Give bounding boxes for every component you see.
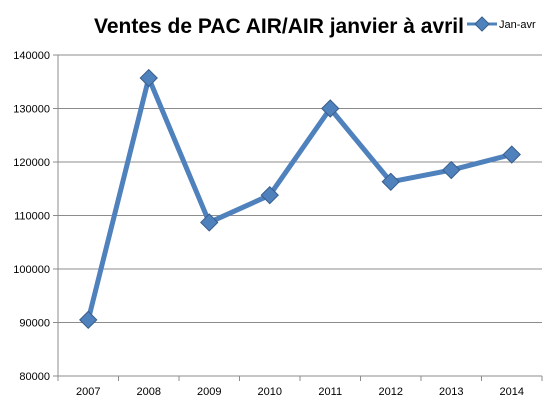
y-tick-label: 110000 — [14, 211, 50, 223]
y-tick-label: 80000 — [19, 371, 50, 383]
x-tick-label: 2008 — [137, 386, 161, 398]
x-tick-label: 2009 — [197, 386, 221, 398]
x-tick-label: 2014 — [500, 386, 524, 398]
legend-marker — [474, 16, 490, 32]
x-tick-label: 2013 — [439, 386, 463, 398]
data-point-marker — [139, 68, 158, 88]
legend-label: Jan-avr — [499, 19, 536, 31]
x-tick-label: 2007 — [76, 386, 100, 398]
x-tick-label: 2010 — [258, 386, 282, 398]
series-line — [85, 75, 513, 321]
y-tick-label: 90000 — [19, 318, 50, 330]
data-point-marker — [442, 160, 461, 180]
x-tick-label: 2012 — [379, 386, 403, 398]
data-point-marker — [502, 145, 521, 164]
chart-title: Ventes de PAC AIR/AIR janvier à avril — [94, 15, 464, 38]
y-tick-label: 120000 — [13, 157, 50, 169]
data-point-marker — [79, 310, 98, 330]
x-tick-label: 2011 — [318, 386, 342, 398]
y-tick-label: 130000 — [13, 104, 50, 116]
data-point-marker — [381, 172, 400, 191]
data-point-marker — [260, 185, 279, 205]
y-tick-label: 100000 — [13, 264, 50, 276]
legend: Jan-avr — [467, 16, 536, 32]
data-point-marker — [321, 99, 340, 118]
data-point-marker — [200, 213, 219, 232]
y-tick-label: 140000 — [13, 50, 50, 62]
